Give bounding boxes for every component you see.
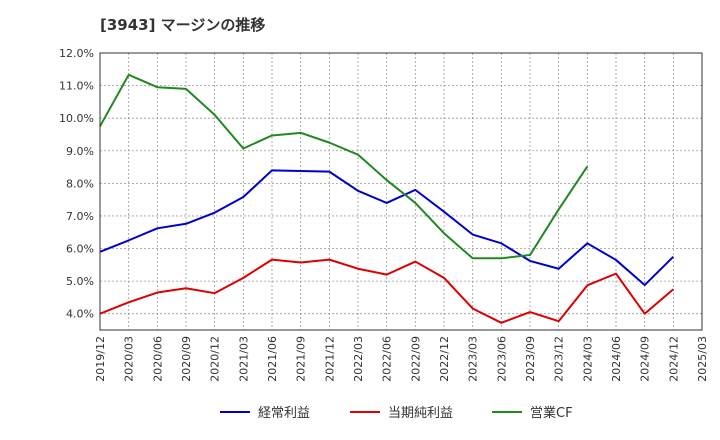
x-tick-label: 2024/09 — [639, 336, 652, 382]
x-axis: 2019/12 2020/03 2020/06 2020/09 2020/12 2021/… — [94, 336, 709, 382]
x-tick-label: 2025/03 — [696, 336, 709, 382]
series-line-当期純利益 — [99, 258, 674, 324]
x-tick-label: 2021/12 — [323, 336, 336, 382]
x-tick-label: 2019/12 — [94, 336, 107, 382]
y-tick-label: 8.0% — [66, 177, 94, 190]
x-tick-label: 2020/12 — [209, 336, 222, 382]
grid-lines — [100, 53, 702, 330]
x-tick-label: 2022/12 — [438, 336, 451, 382]
plot-frame — [99, 52, 703, 331]
series-line-経常利益 — [99, 169, 675, 287]
x-tick-label: 2023/06 — [495, 336, 508, 382]
x-tick-label: 2023/09 — [524, 336, 537, 382]
legend-label: 当期純利益 — [388, 406, 453, 421]
legend-label: 経常利益 — [258, 406, 310, 421]
series-line-営業CF — [99, 73, 589, 260]
x-tick-label: 2023/12 — [553, 336, 566, 382]
x-tick-label: 2023/03 — [467, 336, 480, 382]
series-lines — [99, 73, 675, 324]
x-tick-label: 2024/12 — [667, 336, 680, 382]
legend: 経常利益 当期純利益 営業CF — [220, 405, 573, 421]
y-tick-label: 9.0% — [66, 145, 94, 158]
x-tick-label: 2022/03 — [352, 336, 365, 382]
x-tick-label: 2021/06 — [266, 336, 279, 382]
x-tick-label: 2022/09 — [409, 336, 422, 382]
x-tick-label: 2024/03 — [581, 336, 594, 382]
x-tick-label: 2020/09 — [180, 336, 193, 382]
x-tick-label: 2021/03 — [237, 336, 250, 382]
x-tick-label: 2021/09 — [295, 336, 308, 382]
x-tick-label: 2024/06 — [610, 336, 623, 382]
y-tick-label: 6.0% — [66, 243, 94, 256]
chart-title: [3943] マージンの推移 — [100, 16, 266, 34]
y-tick-label: 7.0% — [66, 210, 94, 223]
y-tick-label: 10.0% — [59, 112, 94, 125]
y-tick-label: 5.0% — [66, 275, 94, 288]
x-tick-label: 2020/06 — [151, 336, 164, 382]
legend-label: 営業CF — [530, 405, 573, 421]
x-tick-label: 2022/06 — [381, 336, 394, 382]
y-tick-label: 11.0% — [59, 80, 94, 93]
y-axis: 4.0% 5.0% 6.0% 7.0% 8.0% 9.0% 10.0% 11.0% 12.0% — [59, 47, 94, 321]
y-tick-label: 4.0% — [66, 308, 94, 321]
y-tick-label: 12.0% — [59, 47, 94, 60]
x-tick-label: 2020/03 — [123, 336, 136, 382]
